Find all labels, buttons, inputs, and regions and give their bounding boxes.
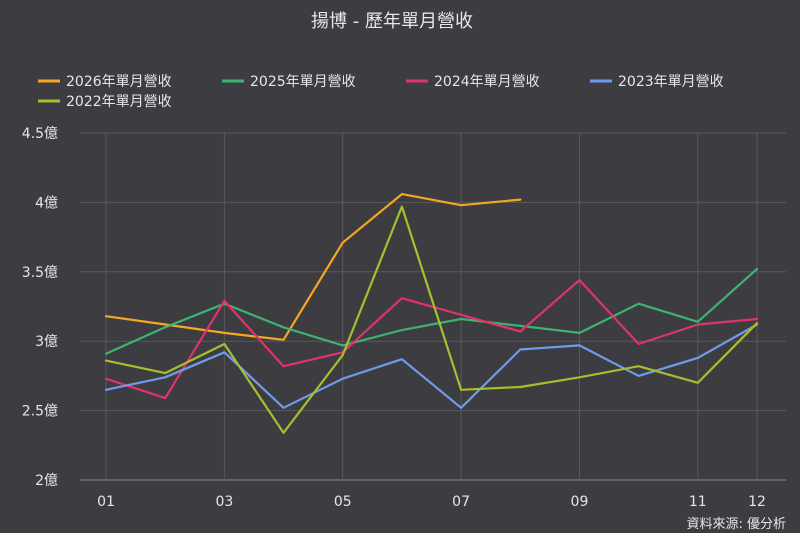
chart-title: 揚博 - 歷年單月營收	[311, 11, 473, 32]
y-tick-label: 2.5億	[22, 404, 58, 420]
x-tick-label: 11	[689, 494, 707, 510]
series-line-3	[104, 323, 759, 409]
series-group	[104, 193, 759, 434]
y-tick-label: 3.5億	[22, 265, 58, 281]
y-tick-label: 4.5億	[22, 126, 58, 142]
x-tick-label: 01	[97, 494, 115, 510]
x-tick-label: 12	[748, 494, 766, 510]
series-line-0	[104, 193, 522, 341]
x-tick-label: 05	[334, 494, 352, 510]
legend-label-3: 2023年單月營收	[618, 74, 724, 90]
legend-label-2: 2024年單月營收	[434, 74, 540, 90]
legend-label-4: 2022年單月營收	[66, 94, 172, 110]
x-axis: 01 03 05 07 09 11 12	[97, 494, 766, 510]
source-credit: 資料來源: 優分析	[686, 517, 786, 532]
legend: 2026年單月營收 2025年單月營收 2024年單月營收 2023年單月營收 2022…	[38, 74, 724, 110]
series-line-1	[104, 267, 759, 355]
y-tick-label: 4億	[35, 195, 58, 211]
legend-label-0: 2026年單月營收	[66, 74, 172, 90]
series-line-2	[104, 279, 759, 400]
legend-label-1: 2025年單月營收	[250, 74, 356, 90]
x-tick-label: 09	[571, 494, 589, 510]
grid	[80, 132, 786, 481]
x-tick-label: 07	[452, 494, 470, 510]
y-tick-label: 2億	[35, 473, 58, 489]
y-tick-label: 3億	[35, 334, 58, 350]
y-axis: 2億 2.5億 3億 3.5億 4億 4.5億	[22, 126, 58, 489]
series-line-4	[104, 205, 759, 434]
x-tick-label: 03	[215, 494, 233, 510]
